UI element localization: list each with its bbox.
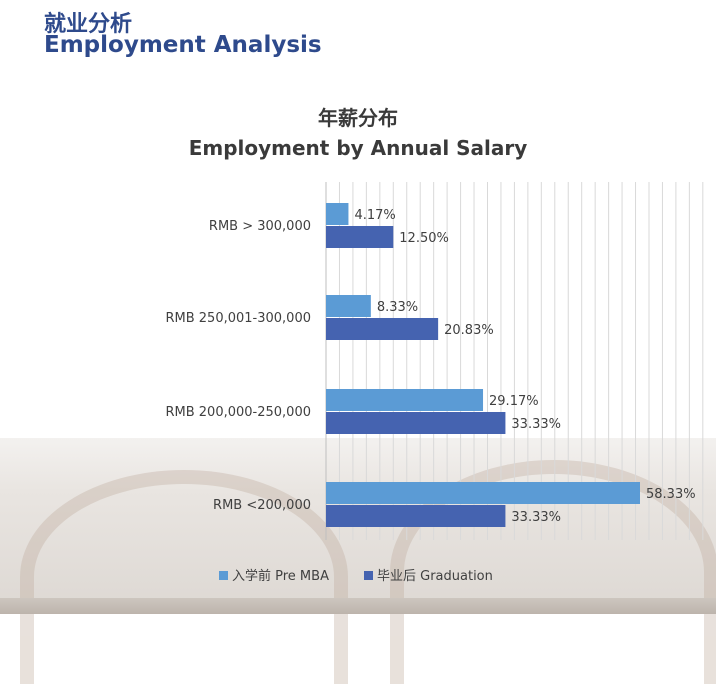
page-title-cn: 就业分析 (44, 12, 133, 37)
data-label: 58.33% (646, 487, 696, 502)
bar-graduation (326, 412, 506, 434)
legend-swatch (219, 571, 228, 580)
category-label: RMB <200,000 (213, 498, 311, 513)
bar-pre-mba (326, 295, 371, 317)
page-title-en: Employment Analysis (44, 32, 322, 58)
category-label: RMB 200,000-250,000 (165, 405, 311, 420)
legend-swatch (364, 571, 373, 580)
bar-graduation (326, 318, 439, 340)
bar-pre-mba (326, 389, 484, 411)
chart-title: 年薪分布 (318, 106, 398, 130)
bar-graduation (326, 505, 506, 527)
data-label: 4.17% (354, 208, 395, 223)
data-label: 29.17% (489, 394, 539, 409)
data-label: 12.50% (399, 231, 449, 246)
data-label: 33.33% (511, 417, 561, 432)
background-ground (0, 598, 716, 614)
bar-pre-mba (326, 203, 349, 225)
data-label: 8.33% (377, 300, 418, 315)
bar-graduation (326, 226, 394, 248)
salary-bar-chart: RMB > 300,000 4.17% 12.50% RMB 250,001-300,… (165, 182, 704, 584)
bar-pre-mba (326, 482, 640, 504)
category-label: RMB > 300,000 (209, 219, 311, 234)
category-label: RMB 250,001-300,000 (165, 311, 311, 326)
data-label: 20.83% (444, 323, 494, 338)
data-label: 33.33% (511, 510, 561, 525)
legend-label: 入学前 Pre MBA (232, 568, 329, 584)
chart-subtitle: Employment by Annual Salary (188, 136, 528, 160)
legend-label: 毕业后 Graduation (377, 569, 493, 584)
